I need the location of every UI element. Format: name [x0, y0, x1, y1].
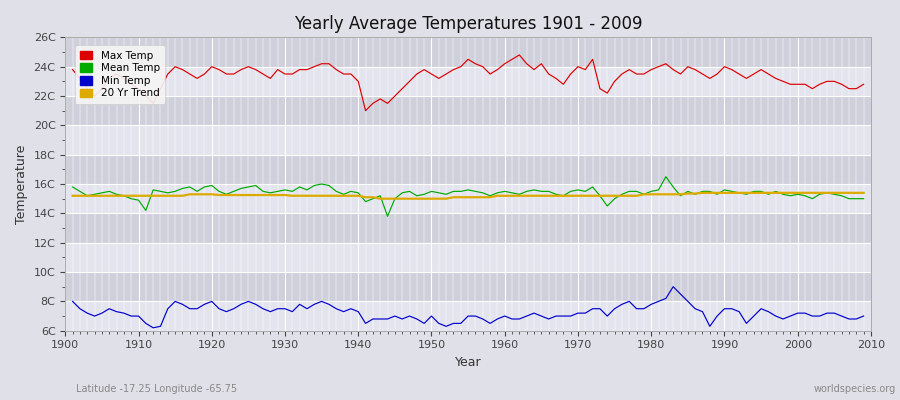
Y-axis label: Temperature: Temperature — [15, 144, 28, 224]
Legend: Max Temp, Mean Temp, Min Temp, 20 Yr Trend: Max Temp, Mean Temp, Min Temp, 20 Yr Tre… — [75, 46, 165, 104]
Bar — [66, 125, 871, 155]
Bar — [66, 301, 871, 331]
Text: worldspecies.org: worldspecies.org — [814, 384, 896, 394]
Text: Latitude -17.25 Longitude -65.75: Latitude -17.25 Longitude -65.75 — [76, 384, 238, 394]
Bar — [66, 67, 871, 96]
Title: Yearly Average Temperatures 1901 - 2009: Yearly Average Temperatures 1901 - 2009 — [294, 15, 643, 33]
Bar — [66, 155, 871, 184]
Bar — [66, 37, 871, 67]
Bar — [66, 213, 871, 243]
Bar — [66, 272, 871, 301]
X-axis label: Year: Year — [454, 356, 482, 369]
Bar — [66, 184, 871, 213]
Bar — [66, 243, 871, 272]
Bar — [66, 96, 871, 125]
